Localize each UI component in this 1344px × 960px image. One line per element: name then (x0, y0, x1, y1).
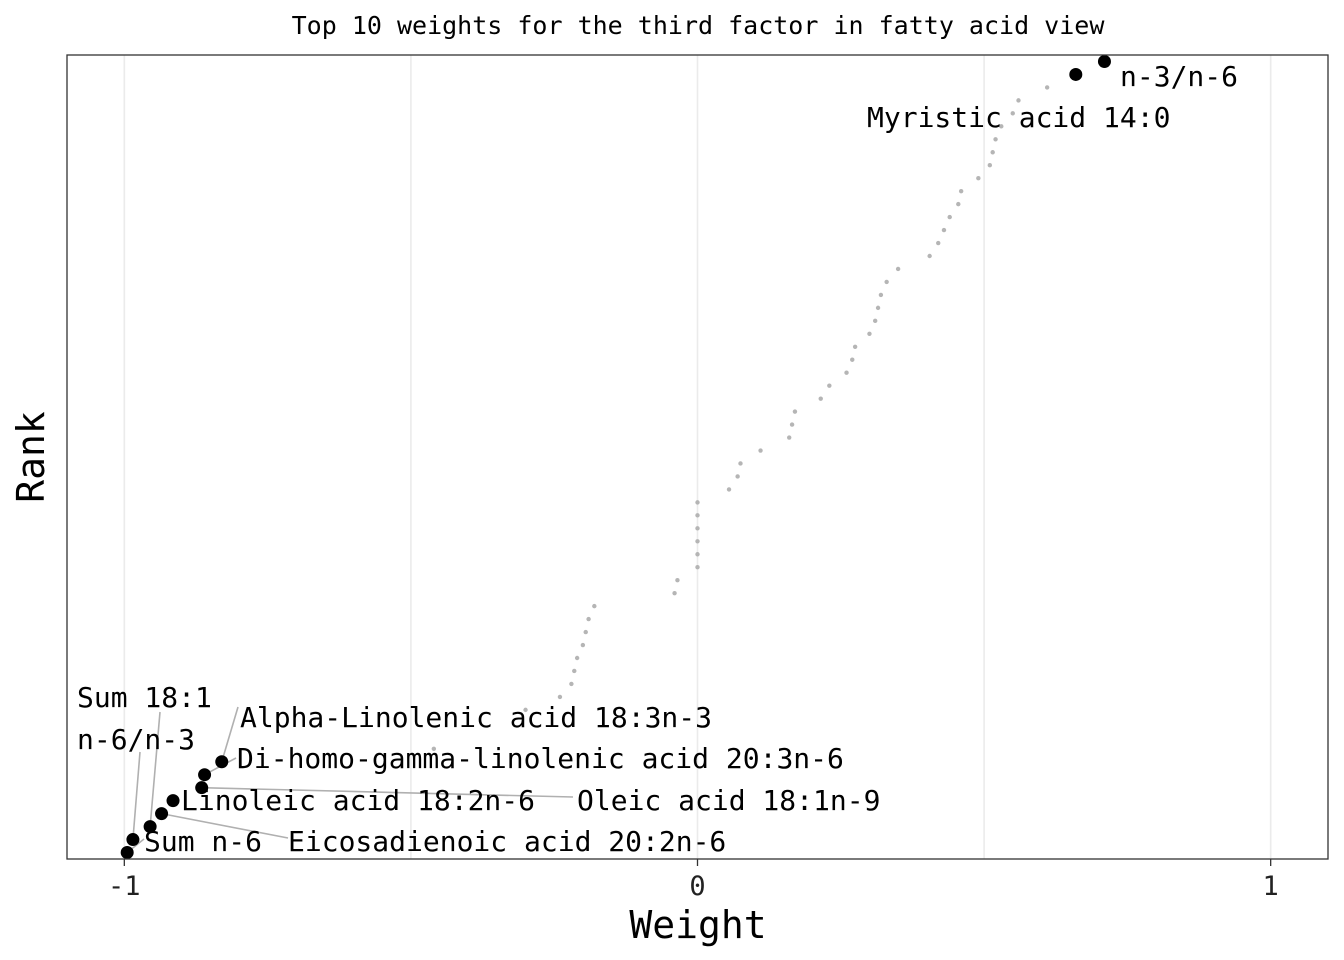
background-point (695, 513, 700, 518)
background-point (695, 526, 700, 531)
background-point (672, 590, 677, 596)
background-point (990, 150, 995, 155)
top-point (166, 794, 180, 808)
background-point (844, 370, 849, 375)
x-axis-title: Weight (629, 903, 766, 947)
point-label: Myristic acid 14:0 (867, 101, 1170, 134)
x-tick-label: 0 (689, 871, 705, 902)
background-point (695, 500, 700, 505)
background-point (789, 422, 795, 427)
background-point (818, 396, 823, 401)
background-point (884, 279, 889, 285)
x-tick-label: 1 (1263, 871, 1279, 902)
background-point (726, 487, 732, 492)
background-point (941, 227, 947, 233)
background-points (431, 85, 1050, 751)
background-point (878, 292, 884, 298)
background-point (1044, 85, 1050, 90)
point-label: Oleic acid 18:1n-9 (577, 784, 880, 817)
top-point (143, 820, 157, 834)
background-point (947, 214, 952, 220)
point-label: n-3/n-6 (1120, 60, 1238, 93)
leader-line (220, 706, 239, 762)
background-point (987, 163, 993, 168)
background-point (574, 655, 580, 661)
top-point (215, 755, 229, 769)
background-point (999, 124, 1004, 129)
background-point (695, 539, 700, 544)
background-point (523, 707, 528, 713)
background-point (583, 629, 588, 635)
background-point (792, 409, 798, 414)
leader-line (149, 711, 161, 827)
point-label: Alpha-Linolenic acid 18:3n-3 (240, 701, 712, 734)
point-label: n-6/n-3 (77, 723, 195, 756)
chart-title: Top 10 weights for the third factor in f… (292, 11, 1106, 40)
y-axis-title: Rank (9, 411, 53, 503)
background-point (976, 175, 981, 181)
top-point (120, 846, 134, 860)
background-point (569, 681, 574, 687)
top-points (120, 54, 1111, 860)
background-point (738, 461, 743, 466)
background-point (787, 435, 792, 440)
background-point (557, 694, 563, 700)
point-label: Eicosadienoic acid 20:2n-6 (288, 825, 726, 858)
background-point (827, 383, 832, 388)
background-point (735, 474, 740, 479)
top-point (195, 781, 209, 795)
point-labels: Sum n-6 n-6/n-3 Sum 18:1 Eicosadienoic acid… (77, 60, 1238, 858)
top-point (155, 807, 169, 821)
background-point (1016, 98, 1021, 103)
background-point (872, 318, 878, 324)
point-label: Linoleic acid 18:2n-6 (181, 784, 535, 817)
leader-line (201, 786, 574, 798)
leader-line (161, 812, 289, 839)
background-point (675, 577, 680, 583)
background-point (895, 266, 901, 272)
background-point (695, 552, 700, 557)
top-point (198, 768, 212, 782)
background-point (1010, 111, 1015, 116)
background-point (936, 240, 941, 246)
background-point (958, 188, 964, 194)
point-label: Sum 18:1 (77, 681, 212, 714)
point-label: Sum n-6 (144, 825, 262, 858)
x-tick-label: -1 (108, 871, 141, 902)
background-point (695, 565, 700, 570)
top-point (1097, 54, 1111, 68)
top-point (1069, 67, 1083, 81)
top-point (126, 833, 140, 847)
grid-lines (123, 55, 1272, 859)
x-axis-ticks: -1 0 1 (108, 859, 1279, 902)
background-point (592, 603, 597, 609)
background-point (875, 305, 881, 311)
background-point (956, 201, 961, 207)
background-point (850, 357, 855, 362)
background-point (586, 616, 591, 622)
background-point (758, 448, 763, 453)
leader-line (132, 751, 141, 840)
background-point (927, 253, 932, 259)
point-label: Di-homo-gamma-linolenic acid 20:3n-6 (237, 742, 844, 775)
background-point (852, 344, 858, 349)
background-point (572, 668, 577, 674)
background-point (867, 331, 872, 337)
background-point (993, 137, 998, 142)
background-point (431, 746, 437, 751)
background-point (580, 642, 586, 648)
